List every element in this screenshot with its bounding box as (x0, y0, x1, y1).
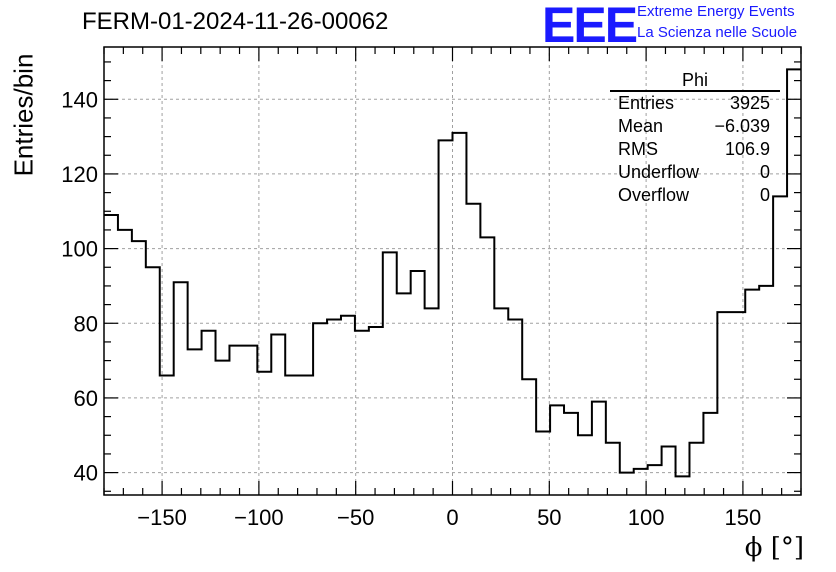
histogram-bin (243, 346, 257, 495)
stats-value: 0 (759, 185, 770, 205)
y-tick-label: 120 (61, 162, 98, 187)
stats-value: −6.039 (714, 116, 770, 136)
stats-row-entries: Entries 3925 (610, 92, 780, 115)
histogram-bin (188, 349, 202, 495)
stats-value: 3925 (729, 93, 770, 113)
histogram-bin (439, 140, 453, 495)
histogram-bin (536, 432, 550, 495)
stats-value: 0 (759, 162, 770, 182)
histogram-bin (494, 308, 508, 495)
histogram-bin (425, 308, 439, 495)
histogram-bin (606, 443, 620, 495)
stats-row-mean: Mean −6.039 (610, 115, 780, 138)
histogram-bin (341, 316, 355, 495)
histogram-bin (285, 376, 299, 495)
x-axis-label: ϕ [°] (744, 533, 804, 563)
histogram-bin (466, 204, 480, 495)
y-tick-label: 140 (61, 87, 98, 112)
stats-label: RMS (618, 139, 658, 159)
histogram-bin (717, 312, 731, 495)
stats-title: Phi (610, 70, 780, 92)
histogram-bin (703, 413, 717, 495)
x-tick-label: 150 (725, 505, 762, 530)
histogram-bin (174, 282, 188, 495)
histogram-bin (411, 271, 425, 495)
histogram-bin (648, 465, 662, 495)
histogram-bin (369, 327, 383, 495)
stats-row-overflow: Overflow 0 (610, 184, 780, 207)
histogram-bin (132, 241, 146, 495)
plot-title: FERM-01-2024-11-26-00062 (82, 8, 389, 35)
stats-value: 106.9 (724, 139, 770, 159)
histogram-bin (216, 361, 230, 495)
histogram-bin (773, 196, 787, 495)
histogram-bin (313, 323, 327, 495)
y-tick-label: 100 (61, 237, 98, 262)
histogram-bin (745, 290, 759, 495)
x-tick-label: −150 (137, 505, 187, 530)
stats-label: Overflow (618, 185, 690, 205)
histogram-bin (118, 230, 132, 495)
histogram-bin (271, 334, 285, 495)
histogram-bin (787, 69, 801, 495)
histogram-bin (327, 320, 341, 495)
histogram-bin (355, 331, 369, 495)
logo-subtitle-2: La Scienza nelle Scuole (637, 24, 798, 41)
stats-row-rms: RMS 106.9 (610, 138, 780, 161)
histogram-bin (689, 443, 703, 495)
y-tick-label: 80 (74, 311, 98, 336)
histogram-bin (480, 237, 494, 495)
x-tick-label: 0 (446, 505, 458, 530)
histogram-bin (229, 346, 243, 495)
y-tick-label: 40 (74, 461, 98, 486)
histogram-bin (564, 413, 578, 495)
logo-subtitle-1: Extreme Energy Events (637, 3, 795, 20)
histogram-bin (104, 215, 118, 495)
histogram-bin (383, 252, 397, 495)
x-tick-label: 100 (628, 505, 665, 530)
histogram-bin (550, 405, 564, 495)
histogram-bin (453, 133, 467, 495)
histogram-bin (146, 267, 160, 495)
histogram-bin (662, 446, 676, 495)
stats-box: Phi Entries 3925 Mean −6.039 RMS 106.9 U… (610, 70, 780, 207)
histogram-bin (578, 435, 592, 495)
histogram-bin (202, 331, 216, 495)
x-tick-label: −50 (337, 505, 374, 530)
histogram-bin (676, 476, 690, 495)
histogram-series (104, 68, 801, 478)
y-tick-label: 60 (74, 386, 98, 411)
stats-row-underflow: Underflow 0 (610, 161, 780, 184)
histogram-bin (160, 376, 174, 495)
histogram-bin (397, 293, 411, 495)
stats-label: Entries (618, 93, 675, 113)
x-tick-label: 50 (537, 505, 561, 530)
stats-label: Underflow (618, 162, 700, 182)
stats-label: Mean (618, 116, 664, 136)
histogram-bin (257, 372, 271, 495)
histogram-bin (731, 312, 745, 495)
histogram-bin (759, 286, 773, 495)
histogram-bin (508, 320, 522, 495)
histogram-bin (592, 402, 606, 495)
histogram-bin (299, 376, 313, 495)
histogram-bin (522, 379, 536, 495)
x-tick-label: −100 (234, 505, 284, 530)
eee-logo: EEE (542, 0, 638, 53)
